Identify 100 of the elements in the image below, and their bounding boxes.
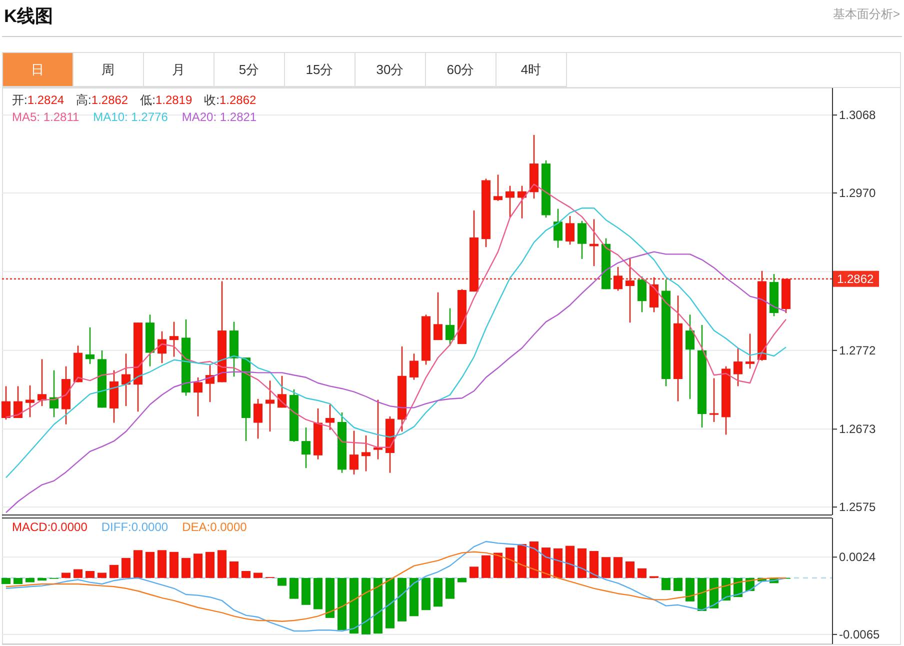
tab: 4时 [496, 52, 567, 87]
bar [98, 572, 106, 578]
bar [710, 578, 718, 608]
candlestick [710, 378, 718, 423]
bar [494, 552, 502, 578]
bar [218, 550, 226, 578]
bar [74, 569, 82, 578]
text: DIFF:0.0000 [101, 520, 168, 534]
candlestick [2, 386, 10, 420]
bar [482, 555, 490, 578]
candlestick [266, 380, 274, 432]
bar [662, 578, 670, 590]
y-tick-label: 1.3068 [839, 108, 876, 122]
bar [446, 578, 454, 599]
candlestick [746, 333, 754, 370]
bar [182, 558, 190, 578]
bar [698, 578, 706, 611]
bar [506, 548, 514, 578]
bar [110, 564, 118, 578]
bar [626, 561, 634, 578]
bar [2, 578, 10, 584]
candlestick [686, 314, 694, 400]
bar [254, 572, 262, 578]
bar [242, 571, 250, 578]
bar [686, 578, 694, 602]
candlestick [86, 326, 94, 365]
bar [638, 568, 646, 578]
candlestick [614, 266, 622, 292]
y-tick-label: 1.2575 [839, 500, 876, 514]
bar [578, 548, 586, 578]
bar [314, 578, 322, 610]
bar [410, 578, 418, 616]
candlestick [734, 347, 742, 387]
candlestick [626, 258, 634, 324]
candlestick [638, 276, 646, 313]
bar [398, 578, 406, 622]
y-tick-label: 0.0024 [839, 550, 876, 564]
candlestick [578, 220, 586, 260]
bar [434, 578, 442, 607]
bar [458, 578, 466, 582]
bar [470, 566, 478, 578]
bar [302, 578, 310, 605]
line-series [5, 251, 787, 514]
bar [542, 548, 550, 578]
candlestick [302, 426, 310, 469]
bar [602, 557, 610, 578]
bar [338, 578, 346, 630]
text: MA20: 1.2821 [182, 110, 257, 124]
text: MA5: 1.2811 [12, 110, 80, 124]
bar [206, 552, 214, 578]
bar [230, 561, 238, 578]
candlestick [122, 352, 130, 407]
bar [530, 541, 538, 578]
bar [518, 544, 526, 578]
bar [374, 578, 382, 634]
bar [278, 578, 286, 586]
bar [158, 550, 166, 578]
candlestick [362, 434, 370, 472]
bar [86, 571, 94, 578]
annotation: 低:1.2819 [140, 93, 192, 107]
text: MA10: 1.2776 [93, 110, 168, 124]
bar [386, 578, 394, 628]
bar [62, 572, 70, 578]
candlestick [350, 430, 358, 476]
candlestick [194, 376, 202, 417]
annotation: 开:1.2824 [12, 93, 64, 107]
bar [134, 550, 142, 578]
bar [554, 548, 562, 578]
candlestick [506, 185, 514, 218]
bar [566, 546, 574, 578]
candlestick [374, 399, 382, 460]
chart-title: K线图 [4, 6, 53, 26]
bar [290, 578, 298, 599]
bar [38, 578, 46, 581]
bar [170, 552, 178, 578]
bar [422, 578, 430, 610]
y-tick-label: 1.2772 [839, 343, 876, 358]
candlestick [554, 208, 562, 248]
line-series [5, 208, 787, 478]
text: 基本面分析> [832, 7, 900, 21]
bar [122, 558, 130, 578]
tab: 日 [2, 52, 74, 87]
y-tick-label: -0.0065 [839, 627, 880, 642]
candlestick [494, 174, 502, 202]
ref-line-label: 1.2862 [837, 272, 874, 286]
candlestick [14, 386, 22, 419]
text: MACD:0.0000 [12, 520, 88, 534]
y-tick-label: 1.2673 [839, 422, 876, 436]
candlestick [650, 276, 658, 313]
text: DEA:0.0000 [182, 520, 248, 534]
bar [590, 551, 598, 578]
candlestick [254, 398, 262, 440]
candlestick [170, 321, 178, 358]
bar [362, 578, 370, 634]
bar [26, 578, 34, 582]
bar [194, 554, 202, 578]
candlestick [326, 404, 334, 431]
bar [674, 578, 682, 591]
candlestick [566, 215, 574, 246]
bar [14, 578, 22, 584]
